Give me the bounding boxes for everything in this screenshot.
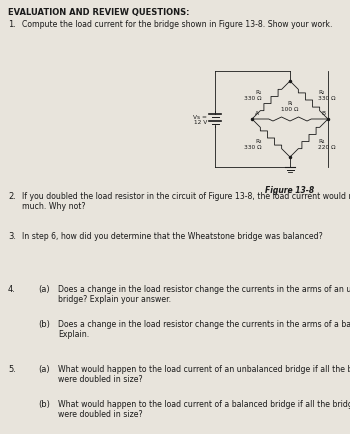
Text: What would happen to the load current of a balanced bridge if all the bridge res: What would happen to the load current of… [58,399,350,418]
Text: EVALUATION AND REVIEW QUESTIONS:: EVALUATION AND REVIEW QUESTIONS: [8,8,189,17]
Text: Does a change in the load resistor change the currents in the arms of a balanced: Does a change in the load resistor chang… [58,319,350,339]
Text: (a): (a) [38,364,50,373]
Text: R₃
330 Ω: R₃ 330 Ω [244,139,261,150]
Text: 5.: 5. [8,364,16,373]
Text: Rₗ
100 Ω: Rₗ 100 Ω [281,101,299,112]
Text: (b): (b) [38,399,50,408]
Text: (b): (b) [38,319,50,328]
Text: Does a change in the load resistor change the currents in the arms of an unbalan: Does a change in the load resistor chang… [58,284,350,304]
Text: A: A [255,111,259,116]
Text: R₂
330 Ω: R₂ 330 Ω [318,90,336,100]
Text: (a): (a) [38,284,50,293]
Text: If you doubled the load resistor in the circuit of Figure 13-8, the load current: If you doubled the load resistor in the … [22,191,350,211]
Text: Compute the load current for the bridge shown in Figure 13-8. Show your work.: Compute the load current for the bridge … [22,20,332,29]
Text: 1.: 1. [8,20,16,29]
Text: R₁
330 Ω: R₁ 330 Ω [244,90,261,100]
Text: 3.: 3. [8,231,16,240]
Text: What would happen to the load current of an unbalanced bridge if all the bridge : What would happen to the load current of… [58,364,350,384]
Text: R₄
220 Ω: R₄ 220 Ω [318,139,336,150]
Text: Figure 13-8: Figure 13-8 [265,186,315,194]
Text: Vs =
12 V: Vs = 12 V [193,114,207,125]
Text: B: B [321,111,325,116]
Text: 2.: 2. [8,191,16,201]
Text: In step 6, how did you determine that the Wheatstone bridge was balanced?: In step 6, how did you determine that th… [22,231,323,240]
Text: 4.: 4. [8,284,16,293]
